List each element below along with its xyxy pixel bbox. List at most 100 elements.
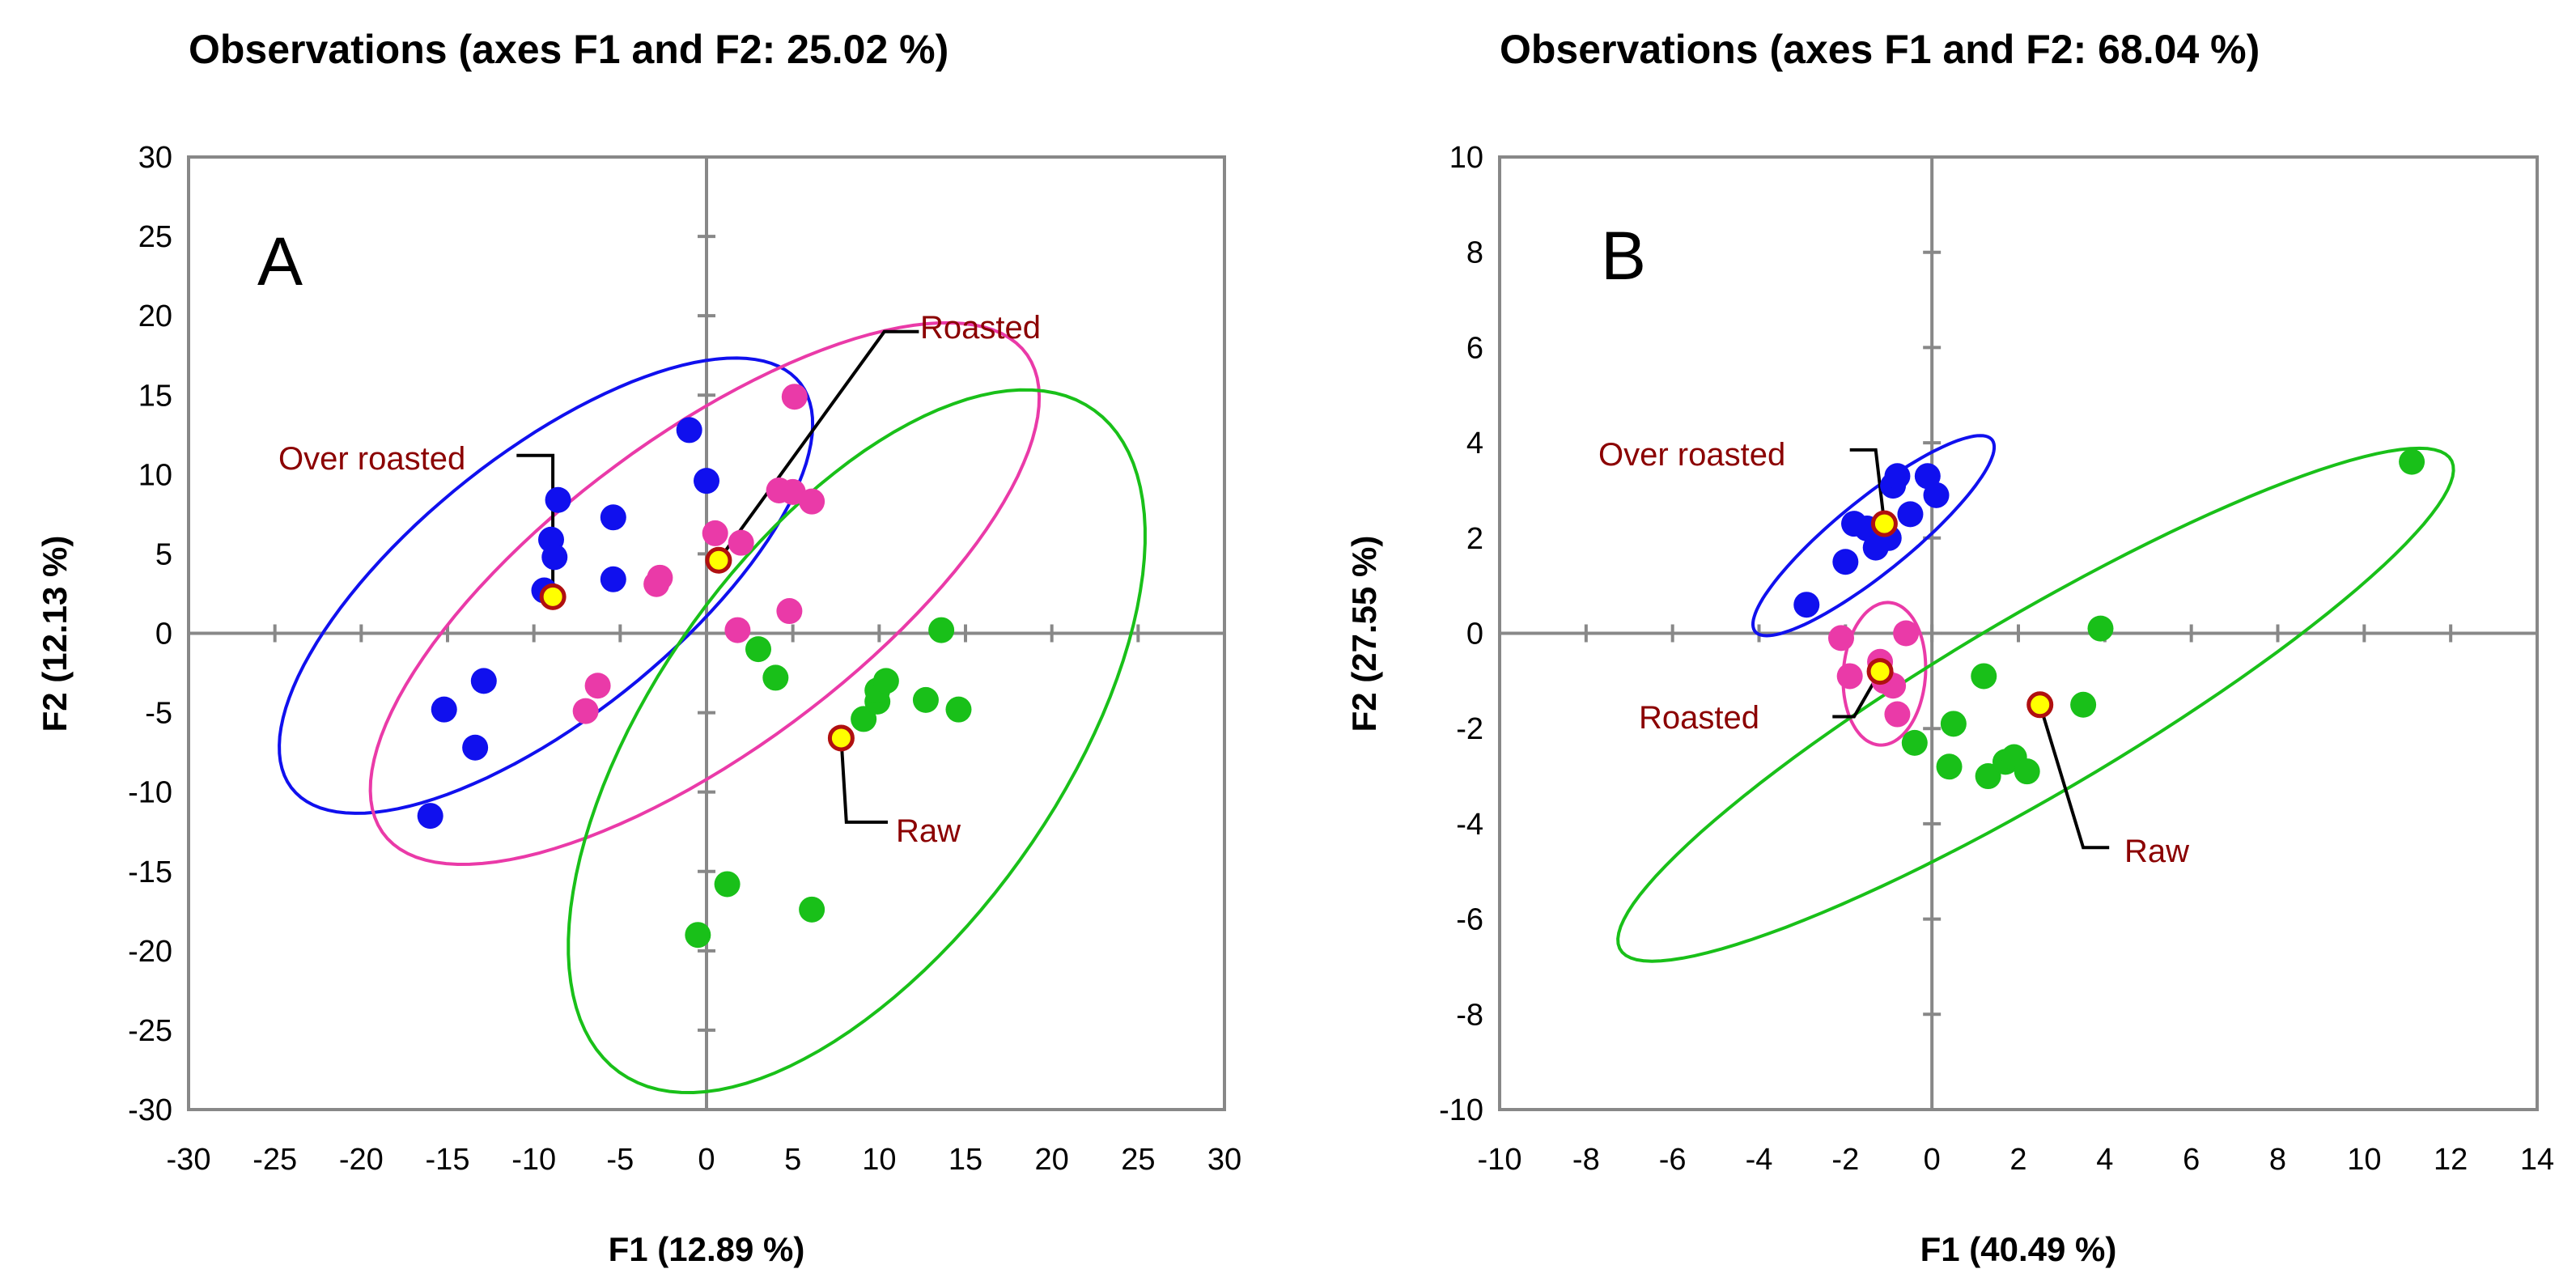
y-tick-label-b: -6: [1456, 903, 1483, 937]
y-tick-label-a: 0: [155, 618, 172, 651]
centroids-a: [539, 546, 855, 752]
leader-raw-a: [839, 737, 888, 824]
y-tick-label-b: -4: [1456, 808, 1483, 842]
point-raw-a: [762, 664, 789, 691]
point-over-roasted-a: [694, 468, 719, 494]
point-raw-a: [685, 922, 711, 949]
points-a: [417, 384, 972, 949]
centroids-b: [1866, 510, 2054, 719]
centroid-raw-b: [2026, 691, 2054, 719]
x-tick-labels-a: -30 -25 -20 -15 -10 -5 0 5 10 15 20 25 30: [167, 1143, 1242, 1177]
chart-title-a: Observations (axes F1 and F2: 25.02 %): [189, 27, 948, 72]
x-tick-label-b: 8: [2269, 1143, 2286, 1177]
ellipse-roasted-a: [368, 320, 1042, 867]
x-tick-label-b: 2: [2009, 1143, 2026, 1177]
x-tick-label-b: -2: [1831, 1143, 1859, 1177]
y-tick-label-b: 8: [1466, 236, 1483, 270]
label-roasted-a: Roasted: [920, 310, 1041, 346]
point-raw-b: [1971, 663, 1997, 690]
point-over-roasted-b: [1897, 501, 1924, 528]
axes-a: [187, 155, 1226, 1111]
y-tick-label-a: 30: [138, 141, 172, 175]
y-tick-label-a: -5: [145, 697, 172, 731]
x-tick-label-a: 25: [1121, 1143, 1155, 1177]
y-tick-label-a: -30: [128, 1093, 172, 1127]
point-roasted-a: [799, 488, 825, 515]
point-roasted-a: [781, 384, 808, 410]
label-over-roasted-a: Over roasted: [278, 441, 465, 477]
x-tick-label-a: -25: [253, 1143, 297, 1177]
y-tick-label-a: -15: [128, 855, 172, 889]
x-axis-title-a: F1 (12.89 %): [609, 1230, 805, 1268]
point-roasted-a: [702, 520, 728, 546]
x-tick-label-a: -5: [606, 1143, 634, 1177]
x-tick-label-b: 6: [2183, 1143, 2200, 1177]
y-tick-label-a: -25: [128, 1014, 172, 1048]
x-tick-label-b: 10: [2347, 1143, 2381, 1177]
axes-b: [1498, 155, 2539, 1111]
point-over-roasted-a: [676, 417, 702, 444]
point-raw-a: [928, 617, 955, 643]
x-tick-label-a: 30: [1207, 1143, 1241, 1177]
point-roasted-a: [647, 564, 673, 591]
y-tick-label-a: -20: [128, 935, 172, 969]
panel-b: Observations (axes F1 and F2: 68.04 %) -…: [1345, 27, 2554, 1268]
point-roasted-a: [584, 673, 611, 699]
centroid-raw-a: [827, 724, 855, 752]
ellipse-over-roasted-b: [1751, 434, 1997, 638]
point-roasted-b: [1836, 663, 1863, 690]
point-raw-b: [1940, 711, 1967, 737]
point-roasted-b: [1884, 701, 1911, 728]
point-over-roasted-b: [1793, 592, 1820, 618]
point-raw-b: [1936, 753, 1963, 780]
point-roasted-a: [572, 698, 599, 724]
leader-raw-b: [2038, 704, 2110, 850]
y-tick-label-a: 20: [138, 299, 172, 333]
point-over-roasted-a: [462, 734, 489, 761]
points-b: [1793, 448, 2425, 790]
y-tick-label-b: 4: [1466, 427, 1483, 460]
ellipse-over-roasted-a: [278, 356, 815, 815]
leaders-b: [1832, 448, 2110, 850]
point-over-roasted-a: [470, 668, 497, 694]
x-tick-label-a: -15: [426, 1143, 470, 1177]
leader-roasted-a: [717, 329, 919, 562]
x-tick-label-a: 10: [862, 1143, 896, 1177]
y-tick-label-a: -10: [128, 776, 172, 810]
y-axis-title-b: F2 (27.55 %): [1345, 536, 1383, 732]
x-tick-label-b: -10: [1478, 1143, 1522, 1177]
x-tick-label-a: -10: [511, 1143, 556, 1177]
x-tick-label-b: -8: [1572, 1143, 1600, 1177]
x-tick-label-a: 5: [784, 1143, 801, 1177]
point-raw-b: [1901, 729, 1928, 756]
x-tick-label-a: 15: [948, 1143, 982, 1177]
y-tick-label-b: 0: [1466, 618, 1483, 651]
panel-letter-a: A: [257, 223, 303, 299]
x-tick-label-b: 14: [2520, 1143, 2554, 1177]
point-over-roasted-a: [431, 696, 457, 723]
point-raw-a: [851, 706, 877, 732]
y-tick-labels-b: -10 -8 -6 -4 -2 0 2 4 6 8 10: [1439, 141, 1483, 1127]
point-raw-b: [1975, 763, 2001, 790]
point-over-roasted-a: [417, 803, 443, 830]
point-over-roasted-b: [1923, 482, 1950, 508]
point-raw-b: [2070, 691, 2097, 718]
x-tick-label-a: 20: [1035, 1143, 1069, 1177]
point-roasted-a: [776, 598, 803, 625]
leaders-a: [516, 329, 919, 824]
panel-a: Observations (axes F1 and F2: 25.02 %) -…: [36, 27, 1241, 1268]
centroid-over-roasted-a: [539, 583, 567, 610]
point-over-roasted-a: [600, 504, 626, 531]
y-tick-labels-a: -30 -25 -20 -15 -10 -5 0 5 10 15 20 25 30: [128, 141, 172, 1127]
point-roasted-a: [724, 617, 751, 643]
y-tick-label-a: 5: [155, 537, 172, 571]
x-tick-label-b: -6: [1659, 1143, 1687, 1177]
x-tick-label-b: 0: [1924, 1143, 1941, 1177]
y-tick-label-a: 15: [138, 379, 172, 413]
ellipses-a: [278, 320, 1147, 1095]
label-raw-a: Raw: [896, 813, 961, 849]
y-tick-label-a: 10: [138, 458, 172, 492]
point-over-roasted-a: [600, 566, 626, 592]
y-axis-title-a: F2 (12.13 %): [36, 536, 74, 732]
